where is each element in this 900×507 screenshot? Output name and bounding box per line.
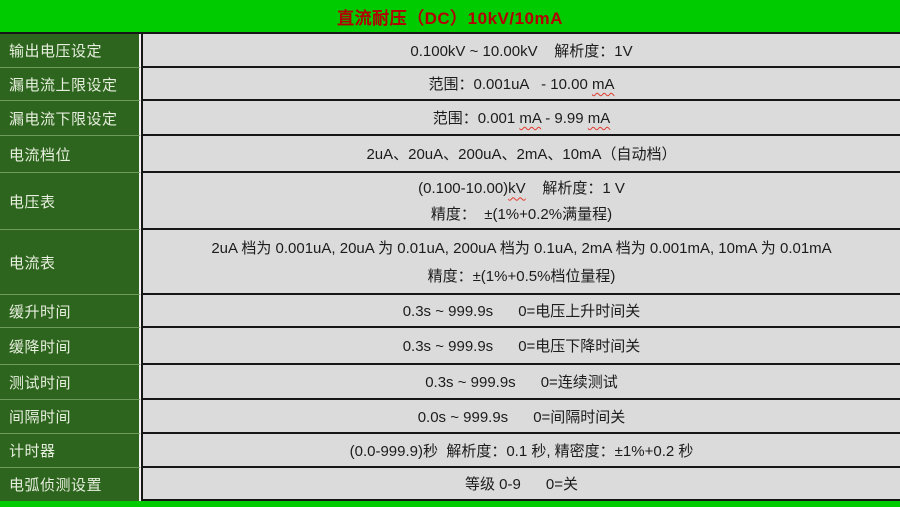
table-row: 漏电流上限设定 范围：0.001uA - 10.00 mA [0, 68, 900, 101]
row-value: (0.100-10.00)kV 解析度：1 V 精度： ±(1%+0.2%满量程) [141, 173, 900, 230]
row-label: 计时器 [0, 434, 141, 468]
value-line: (0.0-999.9)秒 解析度：0.1 秒, 精密度：±1%+0.2 秒 [350, 440, 694, 461]
value-line: 2uA 档为 0.001uA, 20uA 为 0.01uA, 200uA 档为 … [211, 237, 831, 258]
row-value: (0.0-999.9)秒 解析度：0.1 秒, 精密度：±1%+0.2 秒 [141, 434, 900, 468]
value-text: 2uA 档为 0.001uA, 20uA 为 0.01uA, 200uA 档为 … [211, 240, 832, 257]
bottom-green-strip [0, 501, 900, 507]
value-line: 范围：0.001uA - 10.00 mA [429, 73, 615, 94]
table-row: 缓降时间 0.3s ~ 999.9s 0=电压下降时间关 [0, 328, 900, 365]
table-row: 漏电流下限设定 范围：0.001 mA - 9.99 mA [0, 101, 900, 136]
value-text: 0.100kV ~ 10.00kV 解析度：1V [410, 42, 633, 60]
row-value: 2uA、20uA、200uA、2mA、10mA（自动档） [141, 136, 900, 173]
table-row: 计时器 (0.0-999.9)秒 解析度：0.1 秒, 精密度：±1%+0.2 秒 [0, 434, 900, 468]
row-value: 等级 0-9 0=关 [141, 468, 900, 501]
table-title: 直流耐压（DC）10kV/10mA [0, 0, 900, 34]
table-row: 缓升时间 0.3s ~ 999.9s 0=电压上升时间关 [0, 295, 900, 328]
spellcheck-squiggle-text: mA [519, 110, 542, 127]
table-row: 输出电压设定 0.100kV ~ 10.00kV 解析度：1V [0, 34, 900, 68]
value-line: 精度： ±(1%+0.2%满量程) [431, 203, 612, 224]
row-value: 2uA 档为 0.001uA, 20uA 为 0.01uA, 200uA 档为 … [141, 230, 900, 295]
table-row: 电弧侦测设置 等级 0-9 0=关 [0, 468, 900, 501]
row-label: 电弧侦测设置 [0, 468, 141, 501]
row-label: 电压表 [0, 173, 141, 230]
row-value: 范围：0.001uA - 10.00 mA [141, 68, 900, 101]
spellcheck-squiggle-text: mA [587, 110, 611, 127]
spellcheck-squiggle-text: mA [591, 76, 615, 93]
row-label: 缓降时间 [0, 328, 141, 365]
row-label: 缓升时间 [0, 295, 141, 328]
value-text: 范围：0.001uA - 10.00 [428, 76, 592, 93]
value-line: 0.3s ~ 999.9s 0=电压下降时间关 [403, 335, 641, 356]
table-row: 电压表 (0.100-10.00)kV 解析度：1 V 精度： ±(1%+0.2%满… [0, 173, 900, 230]
table-row: 测试时间 0.3s ~ 999.9s 0=连续测试 [0, 365, 900, 400]
table-row: 间隔时间 0.0s ~ 999.9s 0=间隔时间关 [0, 400, 900, 434]
row-label: 漏电流下限设定 [0, 101, 141, 136]
value-text: 0.0s ~ 999.9s 0=间隔时间关 [417, 408, 626, 426]
row-value: 0.100kV ~ 10.00kV 解析度：1V [141, 34, 900, 68]
value-line: 0.100kV ~ 10.00kV 解析度：1V [410, 40, 632, 61]
value-text: 精度：±(1%+0.5%档位量程) [427, 268, 616, 285]
table-row: 电流表 2uA 档为 0.001uA, 20uA 为 0.01uA, 200uA … [0, 230, 900, 295]
row-value: 范围：0.001 mA - 9.99 mA [141, 101, 900, 136]
value-text: - 9.99 [541, 110, 588, 127]
spellcheck-squiggle-text: kV [508, 180, 526, 198]
row-value: 0.3s ~ 999.9s 0=电压上升时间关 [141, 295, 900, 328]
row-value: 0.3s ~ 999.9s 0=连续测试 [141, 365, 900, 400]
value-line: 0.3s ~ 999.9s 0=电压上升时间关 [403, 300, 641, 321]
value-line: 0.0s ~ 999.9s 0=间隔时间关 [418, 406, 626, 427]
spec-table: 输出电压设定 0.100kV ~ 10.00kV 解析度：1V 漏电流上限设定 范围：… [0, 34, 900, 501]
row-label: 电流档位 [0, 136, 141, 173]
row-label: 间隔时间 [0, 400, 141, 434]
value-line: 0.3s ~ 999.9s 0=连续测试 [425, 371, 618, 392]
value-text: 解析度：1 V [525, 180, 625, 198]
row-label: 测试时间 [0, 365, 141, 400]
row-label: 电流表 [0, 230, 141, 295]
value-line: 等级 0-9 0=关 [465, 473, 578, 494]
table-row: 电流档位 2uA、20uA、200uA、2mA、10mA（自动档） [0, 136, 900, 173]
row-label: 漏电流上限设定 [0, 68, 141, 101]
value-text: 2uA、20uA、200uA、2mA、10mA（自动档） [366, 146, 677, 163]
row-label: 输出电压设定 [0, 34, 141, 68]
value-line: 范围：0.001 mA - 9.99 mA [433, 107, 611, 128]
value-text: (0.0-999.9)秒 解析度：0.1 秒, 精密度：±1%+0.2 秒 [349, 442, 694, 460]
row-value: 0.0s ~ 999.9s 0=间隔时间关 [141, 400, 900, 434]
value-text: 0.3s ~ 999.9s 0=电压下降时间关 [402, 338, 641, 355]
value-text: 范围：0.001 [432, 110, 520, 127]
value-line: 2uA、20uA、200uA、2mA、10mA（自动档） [366, 143, 676, 164]
value-line: (0.100-10.00)kV 解析度：1 V [418, 177, 625, 198]
row-value: 0.3s ~ 999.9s 0=电压下降时间关 [141, 328, 900, 365]
value-text: (0.100-10.00) [418, 180, 509, 198]
value-line: 精度：±(1%+0.5%档位量程) [428, 265, 616, 286]
value-text: 等级 0-9 0=关 [465, 476, 578, 493]
value-text: 0.3s ~ 999.9s 0=连续测试 [425, 374, 618, 391]
value-text: 精度： ±(1%+0.2%满量程) [430, 205, 613, 223]
value-text: 0.3s ~ 999.9s 0=电压上升时间关 [402, 303, 641, 320]
